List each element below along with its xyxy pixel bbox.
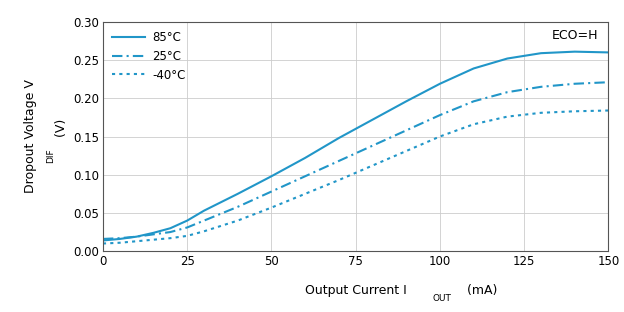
-40°C bbox=[537, 111, 545, 115]
-40°C bbox=[133, 239, 140, 243]
-40°C bbox=[301, 192, 309, 196]
25°C bbox=[301, 174, 309, 178]
85°C bbox=[234, 192, 241, 196]
25°C bbox=[335, 159, 343, 163]
85°C bbox=[200, 209, 208, 212]
25°C bbox=[116, 236, 124, 240]
25°C bbox=[183, 226, 191, 229]
85°C bbox=[571, 50, 578, 54]
Legend: 85°C, 25°C, -40°C: 85°C, 25°C, -40°C bbox=[109, 28, 190, 85]
-40°C bbox=[470, 122, 477, 126]
25°C bbox=[571, 82, 578, 85]
85°C bbox=[537, 51, 545, 55]
Text: (mA): (mA) bbox=[464, 284, 498, 296]
Line: 85°C: 85°C bbox=[103, 52, 608, 241]
85°C bbox=[133, 235, 140, 238]
85°C bbox=[268, 174, 275, 178]
85°C bbox=[116, 237, 124, 241]
-40°C bbox=[200, 229, 208, 233]
25°C bbox=[234, 205, 241, 209]
Text: ECO=H: ECO=H bbox=[552, 29, 598, 42]
-40°C bbox=[504, 115, 511, 119]
85°C bbox=[369, 118, 376, 122]
-40°C bbox=[335, 178, 343, 182]
-40°C bbox=[99, 242, 107, 246]
25°C bbox=[605, 80, 612, 84]
Text: DIF: DIF bbox=[46, 149, 55, 163]
85°C bbox=[183, 219, 191, 222]
25°C bbox=[436, 113, 444, 117]
Line: 25°C: 25°C bbox=[103, 82, 608, 239]
-40°C bbox=[402, 149, 410, 153]
85°C bbox=[436, 82, 444, 85]
85°C bbox=[99, 239, 107, 242]
25°C bbox=[200, 219, 208, 222]
85°C bbox=[470, 66, 477, 70]
-40°C bbox=[369, 164, 376, 168]
85°C bbox=[150, 231, 157, 235]
85°C bbox=[402, 100, 410, 103]
-40°C bbox=[150, 238, 157, 241]
Text: Output Current I: Output Current I bbox=[305, 284, 407, 296]
85°C bbox=[335, 136, 343, 140]
-40°C bbox=[571, 110, 578, 113]
Text: OUT: OUT bbox=[432, 294, 451, 303]
25°C bbox=[150, 232, 157, 236]
Text: (V): (V) bbox=[55, 119, 68, 141]
25°C bbox=[133, 235, 140, 238]
25°C bbox=[504, 90, 511, 94]
25°C bbox=[537, 85, 545, 89]
-40°C bbox=[183, 234, 191, 238]
-40°C bbox=[605, 109, 612, 112]
25°C bbox=[402, 129, 410, 132]
25°C bbox=[268, 190, 275, 193]
Line: -40°C: -40°C bbox=[103, 110, 608, 244]
85°C bbox=[301, 156, 309, 160]
85°C bbox=[504, 57, 511, 61]
-40°C bbox=[268, 206, 275, 209]
-40°C bbox=[167, 236, 174, 240]
25°C bbox=[470, 100, 477, 103]
-40°C bbox=[436, 135, 444, 139]
-40°C bbox=[234, 219, 241, 222]
85°C bbox=[605, 51, 612, 54]
-40°C bbox=[116, 241, 124, 245]
25°C bbox=[369, 144, 376, 148]
25°C bbox=[99, 237, 107, 241]
85°C bbox=[167, 227, 174, 230]
Text: Dropout Voltage V: Dropout Voltage V bbox=[24, 80, 37, 193]
25°C bbox=[167, 230, 174, 234]
